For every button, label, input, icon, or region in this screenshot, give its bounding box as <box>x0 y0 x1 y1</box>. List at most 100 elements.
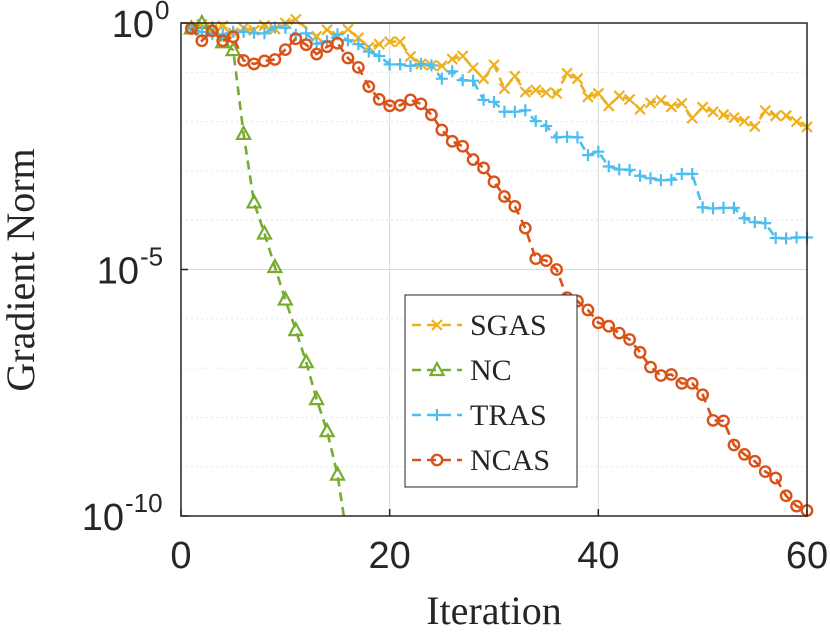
data-point <box>414 97 428 111</box>
data-point <box>738 115 751 127</box>
data-point <box>581 149 594 162</box>
data-point <box>329 465 346 481</box>
data-point <box>623 163 636 176</box>
data-point <box>561 67 573 80</box>
data-point <box>287 320 305 337</box>
y-tick-label: 10 -5 <box>97 242 163 293</box>
data-point <box>550 131 563 144</box>
data-point <box>341 34 354 47</box>
data-point <box>561 130 574 143</box>
data-point <box>404 59 417 72</box>
data-point <box>414 57 427 70</box>
data-point <box>435 72 448 85</box>
data-point <box>613 90 625 102</box>
y-tick-base: 10 <box>97 251 139 293</box>
data-point <box>237 25 250 38</box>
data-point <box>634 169 647 182</box>
data-point <box>268 53 282 66</box>
legend-entry-tras: TRAS <box>412 399 547 432</box>
data-point <box>224 40 242 57</box>
data-point <box>362 45 375 58</box>
data-point <box>780 109 792 122</box>
data-point <box>467 62 479 74</box>
data-point <box>352 38 365 51</box>
data-point <box>602 160 615 173</box>
data-point <box>571 131 584 144</box>
data-point <box>477 72 490 85</box>
x-tick-label: 0 <box>170 535 191 577</box>
y-tick-exponent: -5 <box>140 242 163 272</box>
data-point <box>623 93 636 106</box>
data-point <box>214 32 232 49</box>
data-point <box>727 438 741 452</box>
series-line <box>190 18 808 129</box>
data-point <box>769 231 782 244</box>
data-point <box>321 24 333 36</box>
data-point <box>308 389 325 406</box>
data-point <box>373 38 386 50</box>
data-point <box>717 414 730 428</box>
data-point <box>540 120 553 133</box>
data-point <box>696 101 709 114</box>
data-point <box>790 231 803 244</box>
data-point <box>216 34 230 48</box>
y-tick-label: 10 -10 <box>82 488 163 539</box>
data-point <box>456 50 469 62</box>
data-point <box>297 352 315 369</box>
data-point <box>581 303 595 317</box>
data-point <box>498 82 511 95</box>
data-point <box>790 499 803 513</box>
x-tick-label: 20 <box>369 535 411 577</box>
data-point <box>258 27 271 40</box>
series-sgas <box>185 13 813 133</box>
data-point <box>445 134 459 148</box>
data-point <box>519 86 532 98</box>
data-point <box>518 221 532 235</box>
data-point <box>498 190 511 203</box>
data-point <box>571 72 584 85</box>
data-point <box>235 124 252 141</box>
data-point <box>351 60 365 74</box>
data-point <box>245 193 263 209</box>
data-point <box>655 94 667 107</box>
legend-entry-nc: NC <box>412 354 512 387</box>
data-point <box>256 224 273 240</box>
data-point <box>644 97 657 109</box>
data-point <box>226 30 240 44</box>
data-point <box>738 212 751 225</box>
data-point <box>276 290 294 306</box>
data-point <box>602 319 616 333</box>
data-point <box>488 59 500 71</box>
data-point <box>623 333 637 346</box>
series-layer <box>183 13 814 517</box>
y-axis-label: Gradient Norm <box>0 148 43 391</box>
data-point <box>685 376 699 390</box>
data-point <box>582 91 594 103</box>
y-tick-exponent: -10 <box>125 488 163 518</box>
data-point <box>394 58 407 71</box>
data-point <box>654 174 667 187</box>
data-point <box>602 100 615 112</box>
data-point <box>446 53 459 65</box>
legend-marker <box>428 360 446 377</box>
data-point <box>289 32 303 46</box>
data-point <box>613 163 626 176</box>
data-point <box>550 263 563 276</box>
data-point <box>592 87 605 100</box>
data-point <box>717 108 730 121</box>
series-ncas <box>185 22 814 517</box>
data-point <box>477 93 490 106</box>
data-point <box>498 105 511 118</box>
data-point <box>676 97 688 110</box>
data-point <box>686 112 699 124</box>
data-point <box>393 98 407 112</box>
data-point <box>331 36 344 50</box>
data-point <box>748 454 762 468</box>
data-point <box>342 23 354 36</box>
data-point <box>258 19 271 32</box>
data-point <box>487 175 501 189</box>
data-point <box>266 257 284 274</box>
data-point <box>508 199 522 213</box>
data-point <box>435 123 449 137</box>
